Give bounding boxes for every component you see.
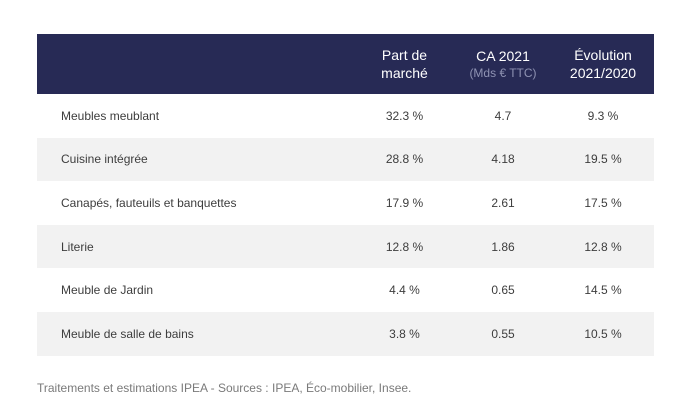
row-revenue: 4.7 (494, 108, 512, 123)
row-evolution: 10.5 % (584, 326, 622, 341)
header-revenue: CA 2021 (Mds € TTC) (454, 34, 552, 94)
header-revenue-unit: (Mds € TTC) (469, 66, 537, 80)
row-market-share: 3.8 % (389, 326, 420, 341)
header-evolution-line1: Évolution (574, 47, 632, 63)
header-market-share: Part de marché (355, 34, 454, 94)
row-label: Meubles meublant (61, 108, 160, 123)
table-row: Meuble de salle de bains 3.8 % 0.55 10.5… (37, 311, 654, 356)
row-evolution: 12.8 % (584, 239, 622, 254)
header-market-share-line1: Part de (381, 47, 428, 63)
table-row: Canapés, fauteuils et banquettes 17.9 % … (37, 181, 654, 225)
row-label: Cuisine intégrée (61, 152, 148, 167)
row-evolution: 19.5 % (584, 152, 622, 167)
row-market-share: 28.8 % (385, 152, 424, 167)
table-row: Meubles meublant 32.3 % 4.7 9.3 % (37, 94, 654, 138)
row-revenue: 1.86 (491, 239, 515, 254)
header-category (37, 34, 355, 94)
row-revenue: 2.61 (491, 195, 515, 210)
row-revenue: 0.65 (491, 283, 515, 298)
row-revenue: 0.55 (491, 326, 515, 341)
row-market-share: 12.8 % (385, 239, 424, 254)
table-header: Part de marché CA 2021 (Mds € TTC) Évolu… (37, 34, 654, 94)
header-row: Part de marché CA 2021 (Mds € TTC) Évolu… (37, 34, 654, 94)
table-body: Meubles meublant 32.3 % 4.7 9.3 % Cuisin… (37, 94, 654, 356)
header-revenue-title: CA 2021 (476, 48, 530, 64)
market-table: Part de marché CA 2021 (Mds € TTC) Évolu… (37, 34, 654, 356)
table-row: Meuble de Jardin 4.4 % 0.65 14.5 % (37, 268, 654, 312)
row-label: Meuble de salle de bains (61, 326, 194, 341)
header-market-share-line2: marché (381, 65, 428, 81)
row-market-share: 32.3 % (385, 108, 424, 123)
row-label: Canapés, fauteuils et banquettes (61, 195, 237, 210)
row-revenue: 4.18 (491, 152, 515, 167)
market-table-container: Part de marché CA 2021 (Mds € TTC) Évolu… (37, 34, 654, 356)
row-label: Meuble de Jardin (61, 283, 154, 298)
table-row: Cuisine intégrée 28.8 % 4.18 19.5 % (37, 137, 654, 182)
row-market-share: 4.4 % (389, 283, 420, 298)
row-evolution: 17.5 % (584, 195, 622, 210)
row-evolution: 14.5 % (584, 283, 622, 298)
table-row: Literie 12.8 % 1.86 12.8 % (37, 224, 654, 269)
source-footnote: Traitements et estimations IPEA - Source… (37, 381, 412, 395)
row-label: Literie (61, 239, 94, 254)
row-evolution: 9.3 % (587, 108, 619, 123)
row-market-share: 17.9 % (385, 195, 424, 210)
header-evolution-line2: 2021/2020 (569, 65, 637, 81)
header-evolution: Évolution 2021/2020 (552, 34, 654, 94)
